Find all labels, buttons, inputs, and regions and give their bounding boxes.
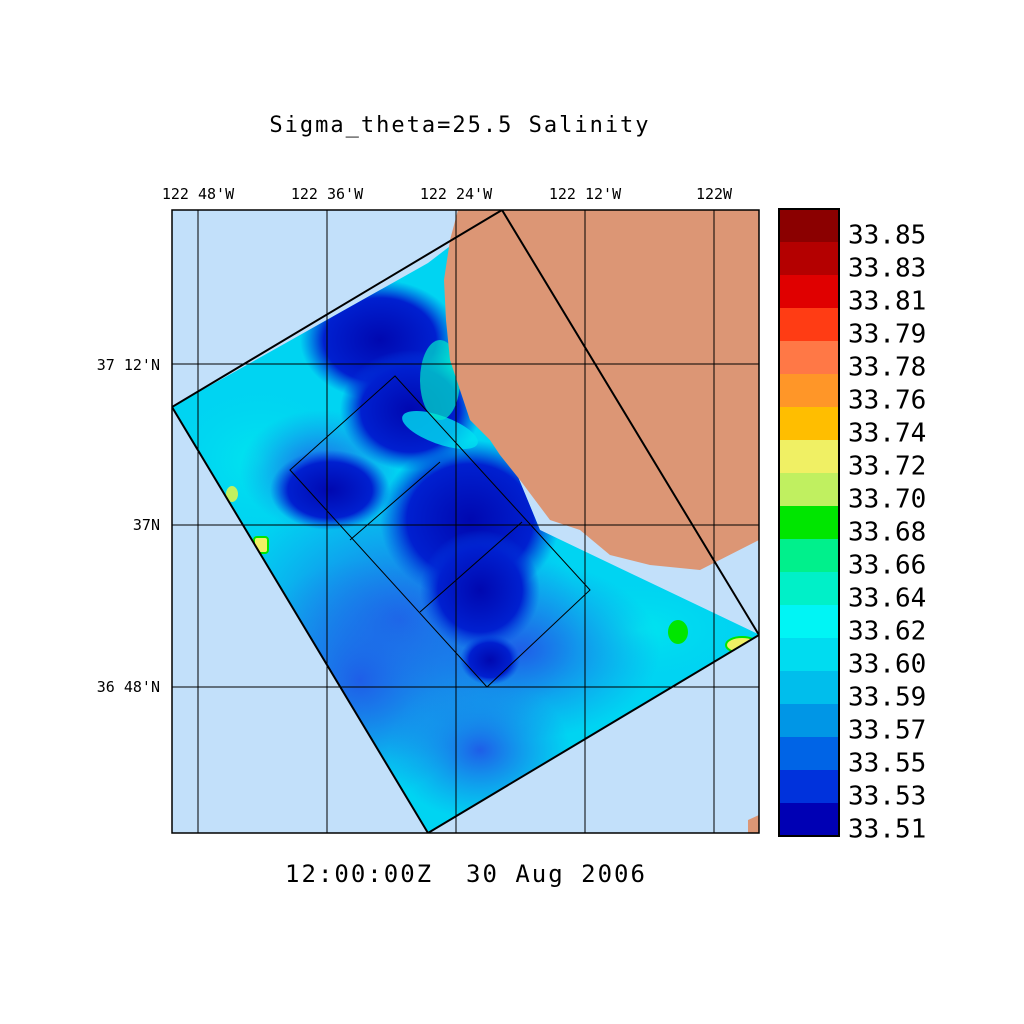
- colorbar-swatch: [779, 572, 839, 606]
- colorbar-label: 33.60: [848, 650, 926, 680]
- colorbar-label: 33.59: [848, 683, 926, 713]
- colorbar-swatch: [779, 539, 839, 573]
- plot-area: [172, 210, 759, 833]
- colorbar-label: 33.78: [848, 353, 926, 383]
- colorbar-label: 33.53: [848, 782, 926, 812]
- colorbar-swatch: [779, 506, 839, 540]
- latitude-labels: 37 12'N 37N 36 48'N: [97, 356, 160, 696]
- colorbar-swatch: [779, 671, 839, 705]
- colorbar-swatch: [779, 374, 839, 408]
- colorbar-swatch: [779, 341, 839, 375]
- land-mass: [444, 210, 759, 570]
- colorbar-label: 33.85: [848, 221, 926, 251]
- colorbar-label: 33.74: [848, 419, 926, 449]
- colorbar-frame: [778, 208, 840, 837]
- colorbar-label: 33.51: [848, 815, 926, 845]
- colorbar-swatch: [779, 638, 839, 672]
- lat-label-2: 37N: [133, 516, 160, 534]
- survey-boxes: [289, 375, 591, 688]
- model-domain-outline: [172, 210, 759, 833]
- colorbar-label: 33.72: [848, 452, 926, 482]
- colorbar-swatch: [779, 473, 839, 507]
- colorbar-swatch: [779, 440, 839, 474]
- colorbar: 33.8533.8333.8133.7933.7833.7633.7433.72…: [778, 208, 926, 845]
- plot-frame: [171, 209, 760, 834]
- colorbar-swatch: [779, 803, 839, 837]
- colorbar-label: 33.76: [848, 386, 926, 416]
- lon-label-1: 122 48'W: [162, 185, 235, 203]
- lat-label-3: 36 48'N: [97, 678, 160, 696]
- colorbar-label: 33.79: [848, 320, 926, 350]
- colorbar-swatch: [779, 308, 839, 342]
- colorbar-swatch: [779, 704, 839, 738]
- map-timestamp: 12:00:00Z 30 Aug 2006: [285, 860, 647, 888]
- lon-label-5: 122W: [696, 185, 733, 203]
- colorbar-label: 33.70: [848, 485, 926, 515]
- colorbar-swatch: [779, 407, 839, 441]
- colorbar-swatch: [779, 209, 839, 243]
- colorbar-swatch: [779, 242, 839, 276]
- colorbar-label: 33.83: [848, 254, 926, 284]
- colorbar-label: 33.81: [848, 287, 926, 317]
- colorbar-label: 33.55: [848, 749, 926, 779]
- land-mass-fragment: [748, 815, 759, 833]
- colorbar-swatch: [779, 770, 839, 804]
- lon-label-2: 122 36'W: [291, 185, 364, 203]
- map-title: Sigma_theta=25.5 Salinity: [269, 113, 650, 138]
- colorbar-label: 33.57: [848, 716, 926, 746]
- colorbar-swatch: [779, 275, 839, 309]
- graticule: [172, 210, 759, 833]
- lon-label-3: 122 24'W: [420, 185, 493, 203]
- colorbar-swatch: [779, 737, 839, 771]
- colorbar-swatch: [779, 605, 839, 639]
- colorbar-label: 33.68: [848, 518, 926, 548]
- lon-label-4: 122 12'W: [549, 185, 622, 203]
- colorbar-label: 33.62: [848, 617, 926, 647]
- lat-label-1: 37 12'N: [97, 356, 160, 374]
- longitude-labels: 122 48'W 122 36'W 122 24'W 122 12'W 122W: [162, 185, 733, 203]
- colorbar-label: 33.64: [848, 584, 926, 614]
- colorbar-label: 33.66: [848, 551, 926, 581]
